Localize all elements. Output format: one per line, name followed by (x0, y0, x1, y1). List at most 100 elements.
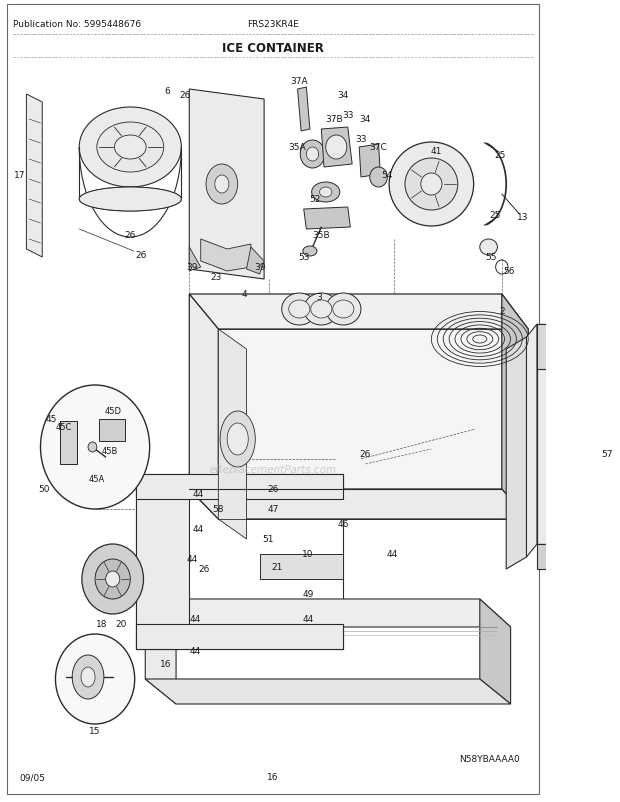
Ellipse shape (215, 176, 229, 194)
Polygon shape (136, 624, 343, 649)
Text: 50: 50 (38, 485, 50, 494)
Text: 23: 23 (210, 273, 221, 282)
Polygon shape (247, 248, 264, 274)
Text: 45: 45 (45, 415, 57, 424)
Text: 44: 44 (192, 490, 204, 499)
Polygon shape (189, 248, 201, 272)
Text: 44: 44 (186, 555, 198, 564)
Ellipse shape (319, 188, 332, 198)
Text: 34: 34 (360, 115, 371, 124)
Text: 26: 26 (198, 565, 210, 573)
Polygon shape (480, 599, 511, 704)
Text: 09/05: 09/05 (19, 772, 45, 781)
Text: 21: 21 (272, 563, 283, 572)
Text: 13: 13 (517, 213, 529, 222)
Ellipse shape (88, 443, 97, 452)
Ellipse shape (389, 143, 474, 227)
Polygon shape (145, 599, 176, 704)
Text: 16: 16 (160, 660, 171, 669)
Text: 44: 44 (190, 646, 201, 656)
Text: 39: 39 (254, 263, 265, 272)
Text: eReplacementParts.com: eReplacementParts.com (210, 464, 337, 475)
Ellipse shape (97, 123, 164, 172)
Ellipse shape (311, 301, 332, 318)
Polygon shape (145, 679, 511, 704)
Ellipse shape (370, 168, 388, 188)
Polygon shape (136, 475, 189, 649)
Text: 10: 10 (303, 550, 314, 559)
Ellipse shape (105, 571, 120, 587)
Text: 26: 26 (267, 485, 278, 494)
Text: 37A: 37A (291, 78, 308, 87)
Text: 44: 44 (303, 615, 314, 624)
Ellipse shape (81, 667, 95, 687)
Text: 16: 16 (267, 772, 278, 781)
Ellipse shape (304, 294, 339, 326)
Bar (60, 422, 78, 464)
Text: Publication No: 5995448676: Publication No: 5995448676 (13, 20, 141, 29)
Ellipse shape (115, 136, 146, 160)
Text: 52: 52 (309, 195, 321, 205)
Text: N58YBAAAA0: N58YBAAAA0 (459, 755, 520, 764)
Text: 33: 33 (355, 136, 366, 144)
Text: 3: 3 (316, 294, 322, 302)
Text: FRS23KR4E: FRS23KR4E (247, 20, 299, 29)
Circle shape (55, 634, 135, 724)
Polygon shape (304, 208, 350, 229)
Text: 45A: 45A (89, 475, 105, 484)
Text: 45D: 45D (104, 407, 121, 416)
Ellipse shape (306, 148, 319, 162)
Text: 37C: 37C (370, 144, 388, 152)
Polygon shape (537, 325, 620, 545)
Ellipse shape (300, 141, 325, 168)
Polygon shape (260, 554, 343, 579)
Polygon shape (537, 545, 620, 569)
Ellipse shape (220, 411, 255, 468)
Polygon shape (189, 90, 264, 280)
Ellipse shape (405, 159, 458, 211)
Text: 49: 49 (303, 589, 314, 599)
Ellipse shape (289, 301, 310, 318)
Polygon shape (27, 95, 42, 257)
Text: 25: 25 (494, 150, 506, 160)
Polygon shape (506, 338, 526, 569)
Text: 45C: 45C (55, 423, 71, 432)
Ellipse shape (79, 107, 182, 188)
Ellipse shape (326, 294, 361, 326)
Polygon shape (145, 599, 511, 627)
Ellipse shape (480, 240, 497, 256)
Text: 44: 44 (386, 550, 397, 559)
Text: 47: 47 (267, 505, 278, 514)
Ellipse shape (79, 188, 182, 212)
Ellipse shape (95, 559, 130, 599)
Text: 25: 25 (489, 210, 500, 219)
Polygon shape (321, 128, 352, 168)
Ellipse shape (72, 655, 104, 699)
Ellipse shape (303, 247, 317, 257)
Polygon shape (189, 294, 218, 520)
Polygon shape (559, 384, 612, 429)
Text: 51: 51 (263, 535, 274, 544)
Ellipse shape (421, 174, 442, 196)
Text: 18: 18 (95, 620, 107, 629)
Polygon shape (201, 240, 251, 272)
Text: 15: 15 (89, 727, 101, 735)
Polygon shape (502, 294, 528, 520)
Ellipse shape (281, 294, 317, 326)
Text: 33: 33 (342, 111, 353, 119)
Text: 44: 44 (192, 525, 204, 534)
Polygon shape (60, 422, 78, 464)
Text: 4: 4 (242, 290, 247, 299)
Polygon shape (537, 325, 620, 370)
Text: 55: 55 (485, 253, 497, 262)
Text: 26: 26 (135, 250, 146, 259)
Polygon shape (218, 330, 528, 520)
Text: 57: 57 (601, 450, 613, 459)
Polygon shape (189, 294, 528, 330)
Polygon shape (218, 330, 247, 539)
Text: 37B: 37B (326, 115, 343, 124)
Text: 26: 26 (125, 230, 136, 239)
Ellipse shape (333, 301, 354, 318)
Ellipse shape (227, 423, 248, 456)
Text: 17: 17 (14, 170, 25, 180)
